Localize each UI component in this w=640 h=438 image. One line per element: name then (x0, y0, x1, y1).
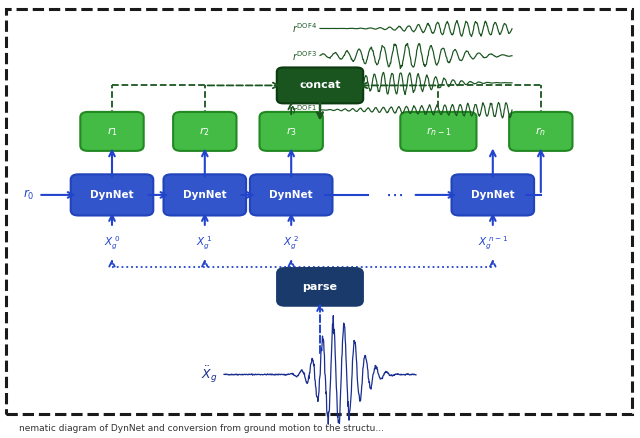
Text: $X_g^{\ 0}$: $X_g^{\ 0}$ (104, 234, 120, 252)
FancyBboxPatch shape (70, 174, 154, 215)
Text: DynNet: DynNet (90, 190, 134, 200)
Text: DynNet: DynNet (269, 190, 313, 200)
FancyBboxPatch shape (452, 174, 534, 215)
Text: $r_n$: $r_n$ (535, 125, 547, 138)
Text: concat: concat (300, 81, 340, 90)
FancyBboxPatch shape (80, 112, 143, 151)
FancyBboxPatch shape (250, 174, 333, 215)
Text: $r^{\mathsf{DOF1}}$: $r^{\mathsf{DOF1}}$ (292, 103, 317, 117)
Text: DynNet: DynNet (471, 190, 515, 200)
Text: $X_g^{\ 2}$: $X_g^{\ 2}$ (283, 234, 300, 252)
Text: $r^{\mathsf{DOF4}}$: $r^{\mathsf{DOF4}}$ (292, 21, 317, 35)
Text: $r_1$: $r_1$ (107, 125, 117, 138)
Text: $r^{\mathsf{DOF2}}$: $r^{\mathsf{DOF2}}$ (292, 76, 317, 90)
FancyBboxPatch shape (509, 112, 573, 151)
Text: parse: parse (303, 282, 337, 292)
FancyBboxPatch shape (164, 174, 246, 215)
Text: DynNet: DynNet (183, 190, 227, 200)
Text: $X_g^{\ n-1}$: $X_g^{\ n-1}$ (477, 234, 508, 252)
FancyBboxPatch shape (260, 112, 323, 151)
Text: $r_3$: $r_3$ (286, 125, 296, 138)
FancyBboxPatch shape (401, 112, 476, 151)
FancyBboxPatch shape (277, 67, 364, 103)
FancyBboxPatch shape (277, 268, 363, 306)
Text: $r_2$: $r_2$ (200, 125, 210, 138)
Text: $r_{n-1}$: $r_{n-1}$ (426, 125, 451, 138)
Text: nematic diagram of DynNet and conversion from ground motion to the structu...: nematic diagram of DynNet and conversion… (19, 424, 384, 433)
FancyBboxPatch shape (173, 112, 237, 151)
Text: $r_0$: $r_0$ (23, 188, 35, 202)
Text: $r^{\mathsf{DOF3}}$: $r^{\mathsf{DOF3}}$ (292, 49, 317, 63)
Text: $X_g^{\ 1}$: $X_g^{\ 1}$ (196, 234, 213, 252)
Text: $\ddot{X}_g$: $\ddot{X}_g$ (201, 364, 218, 385)
Text: $\cdots$: $\cdots$ (385, 186, 403, 204)
